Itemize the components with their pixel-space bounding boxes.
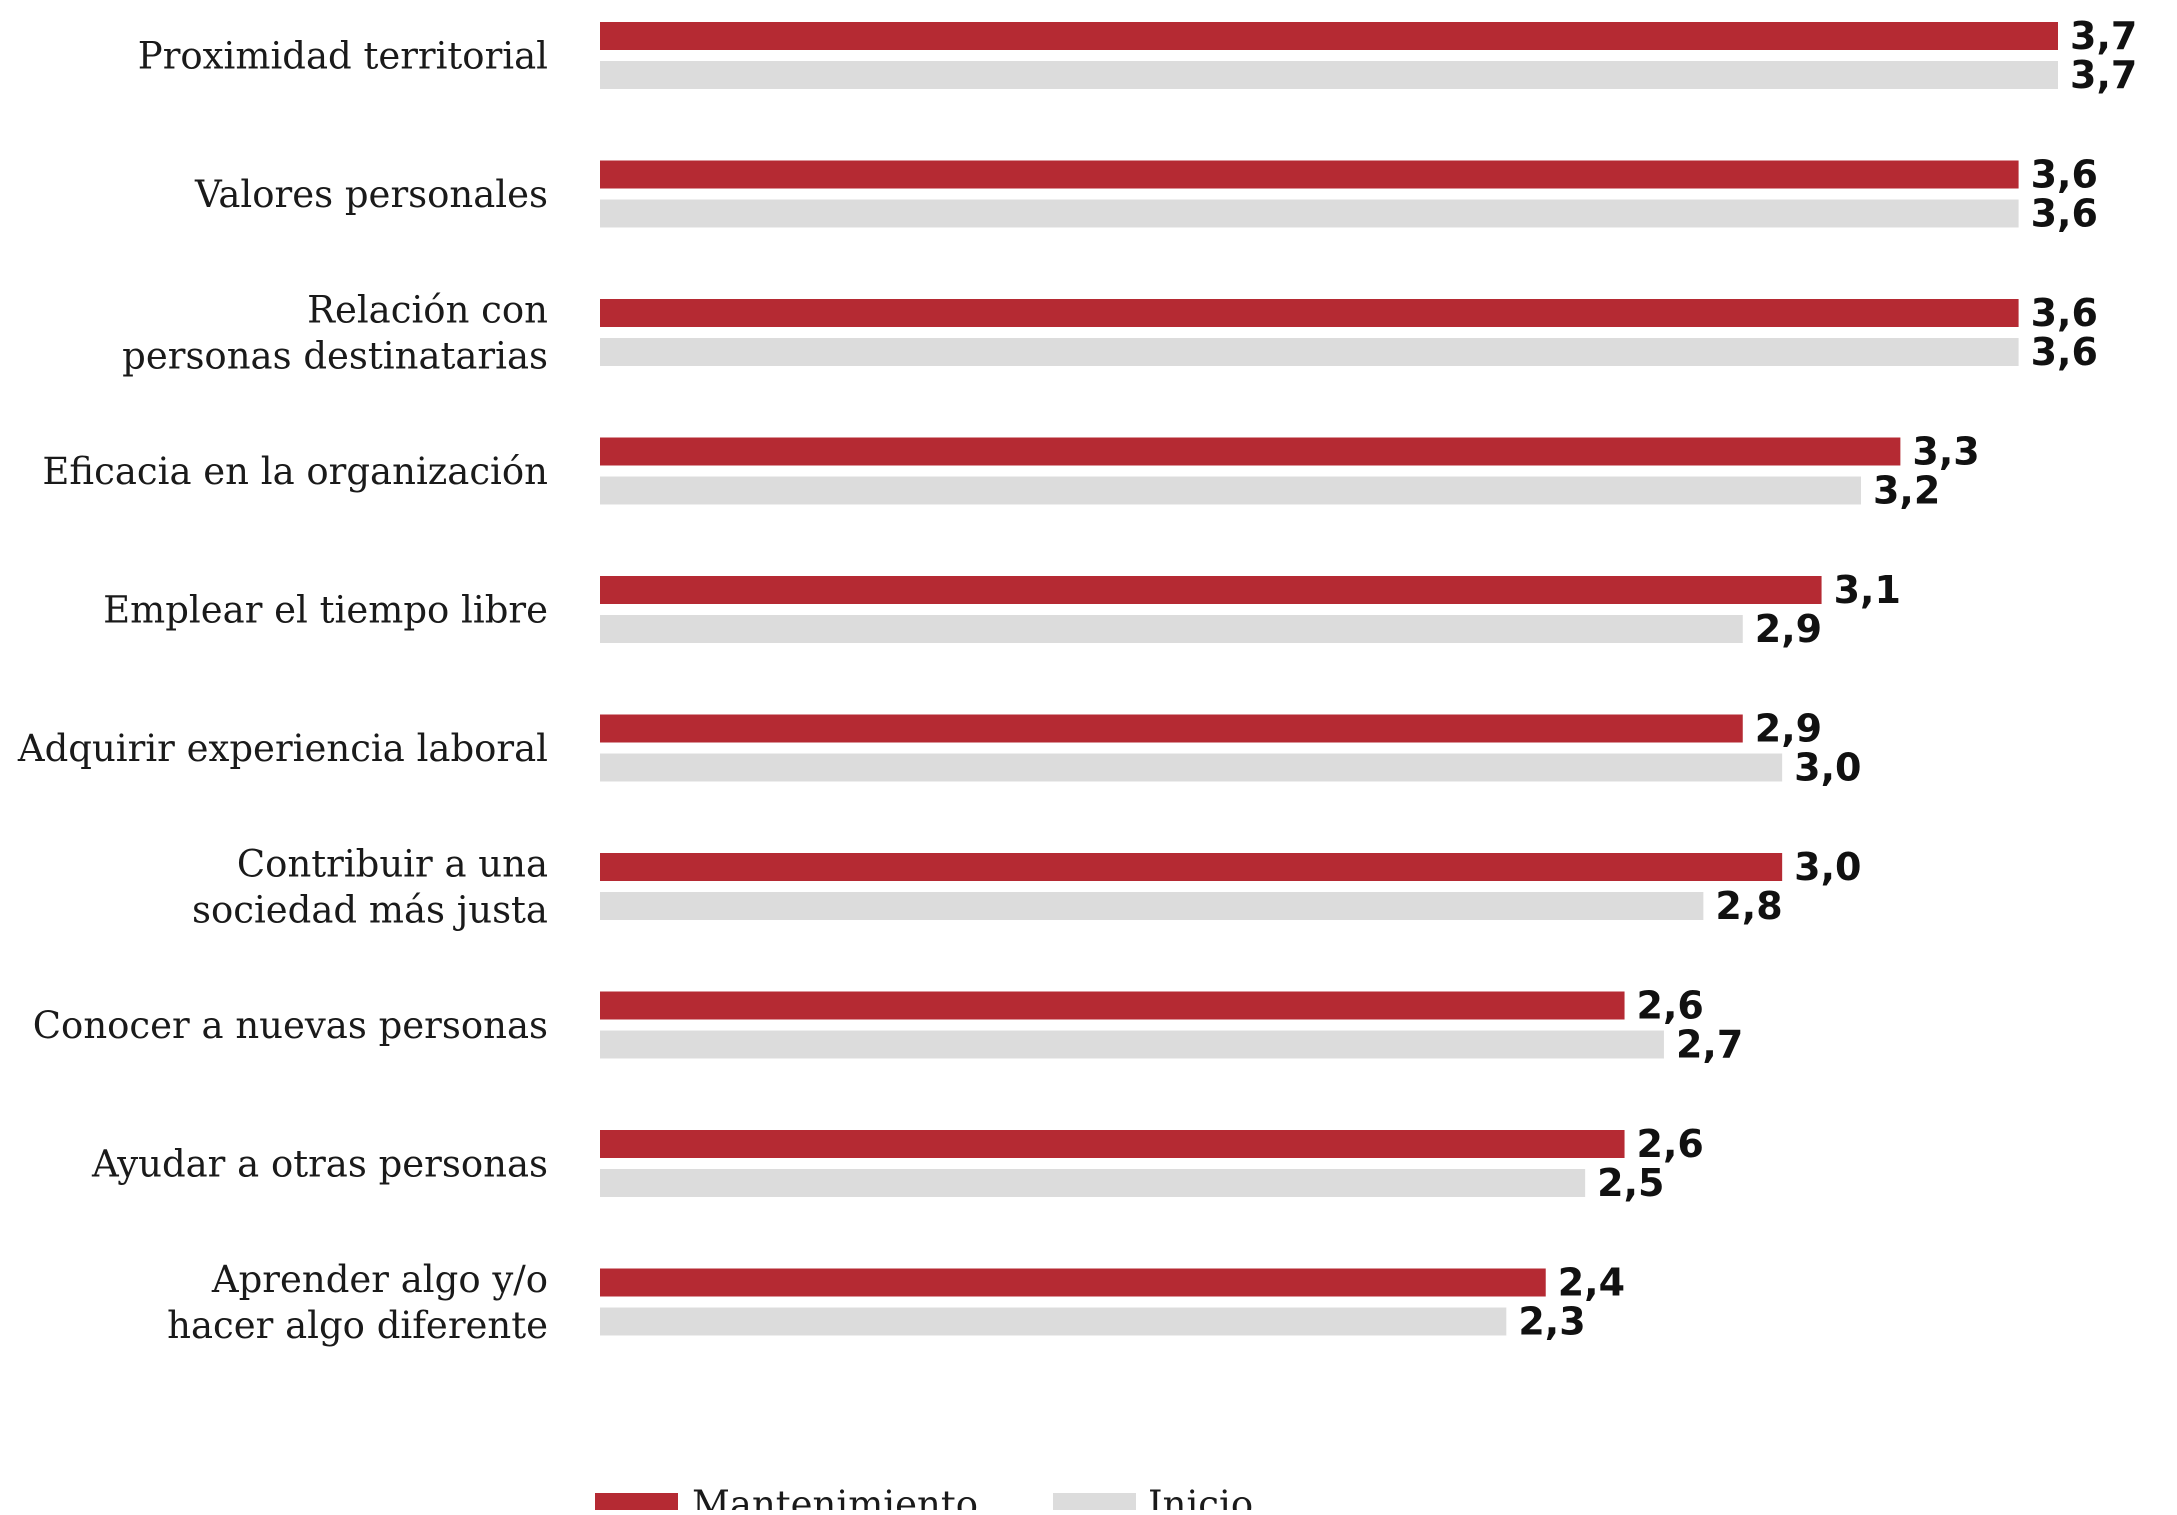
- bar-mantenimiento-2: [600, 299, 2019, 327]
- value-label-inicio-6: 2,8: [1715, 884, 1782, 928]
- bar-mantenimiento-0: [600, 22, 2058, 50]
- bar-inicio-1: [600, 199, 2019, 228]
- bar-inicio-9: [600, 1307, 1507, 1336]
- value-label-mantenimiento-6: 3,0: [1794, 845, 1861, 889]
- legend: Mantenimiento Inicio: [595, 1483, 1253, 1515]
- bar-mantenimiento-4: [600, 576, 1822, 604]
- bar-mantenimiento-1: [600, 160, 2019, 189]
- category-label-2-line-0: Relación con: [307, 289, 548, 332]
- category-label-8: Ayudar a otras personas: [91, 1143, 548, 1186]
- value-label-mantenimiento-5: 2,9: [1755, 707, 1822, 751]
- bar-inicio-5: [600, 753, 1783, 782]
- value-label-mantenimiento-0: 3,7: [2070, 14, 2137, 58]
- category-label-4: Emplear el tiempo libre: [103, 589, 548, 632]
- value-label-mantenimiento-9: 2,4: [1558, 1261, 1625, 1305]
- bar-inicio-0: [600, 61, 2058, 89]
- bar-mantenimiento-9: [600, 1268, 1546, 1297]
- category-label-7: Conocer a nuevas personas: [33, 1004, 548, 1047]
- bar-mantenimiento-8: [600, 1130, 1625, 1158]
- bar-mantenimiento-7: [600, 991, 1625, 1020]
- bar-inicio-8: [600, 1169, 1586, 1197]
- bar-inicio-4: [600, 615, 1743, 643]
- category-label-1: Valores personales: [194, 173, 548, 216]
- bar-inicio-3: [600, 476, 1861, 505]
- value-label-inicio-4: 2,9: [1755, 607, 1822, 651]
- bar-mantenimiento-5: [600, 714, 1743, 743]
- value-label-mantenimiento-2: 3,6: [2031, 291, 2098, 335]
- bar-inicio-2: [600, 338, 2019, 366]
- category-label-9-line-1: hacer algo diferente: [167, 1304, 548, 1347]
- value-label-mantenimiento-7: 2,6: [1637, 984, 1704, 1028]
- value-label-inicio-1: 3,6: [2031, 192, 2098, 236]
- bar-inicio-6: [600, 892, 1704, 920]
- bars-layer: [600, 22, 2058, 1336]
- value-label-inicio-8: 2,5: [1597, 1161, 1664, 1205]
- value-label-inicio-0: 3,7: [2070, 53, 2137, 97]
- legend-label-mantenimiento: Mantenimiento: [692, 1483, 978, 1510]
- value-label-inicio-3: 3,2: [1873, 469, 1940, 513]
- category-label-3: Eficacia en la organización: [42, 450, 548, 493]
- bar-mantenimiento-3: [600, 437, 1901, 466]
- category-label-2-line-1: personas destinatarias: [122, 335, 548, 378]
- value-label-mantenimiento-4: 3,1: [1834, 568, 1901, 612]
- legend-swatch-mantenimiento: [595, 1493, 678, 1515]
- category-label-5: Adquirir experiencia laboral: [17, 727, 548, 770]
- value-label-inicio-5: 3,0: [1794, 746, 1861, 790]
- category-label-9-line-0: Aprender algo y/o: [211, 1258, 548, 1301]
- bar-inicio-7: [600, 1030, 1664, 1059]
- value-labels: 3,73,73,63,63,63,63,33,23,12,92,93,03,02…: [1518, 14, 2137, 1344]
- value-label-inicio-9: 2,3: [1518, 1300, 1585, 1344]
- value-label-mantenimiento-1: 3,6: [2031, 153, 2098, 197]
- value-label-mantenimiento-3: 3,3: [1912, 430, 1979, 474]
- category-label-6-line-0: Contribuir a una: [237, 843, 548, 886]
- legend-label-inicio: Inicio: [1148, 1483, 1253, 1510]
- category-labels: Proximidad territorial Valores personales…: [17, 35, 548, 1348]
- category-label-0: Proximidad territorial: [138, 35, 548, 78]
- value-label-mantenimiento-8: 2,6: [1637, 1122, 1704, 1166]
- category-label-6-line-1: sociedad más justa: [192, 889, 548, 932]
- value-label-inicio-2: 3,6: [2031, 330, 2098, 374]
- value-label-inicio-7: 2,7: [1676, 1023, 1743, 1067]
- bar-mantenimiento-6: [600, 853, 1783, 881]
- legend-swatch-inicio: [1053, 1493, 1136, 1515]
